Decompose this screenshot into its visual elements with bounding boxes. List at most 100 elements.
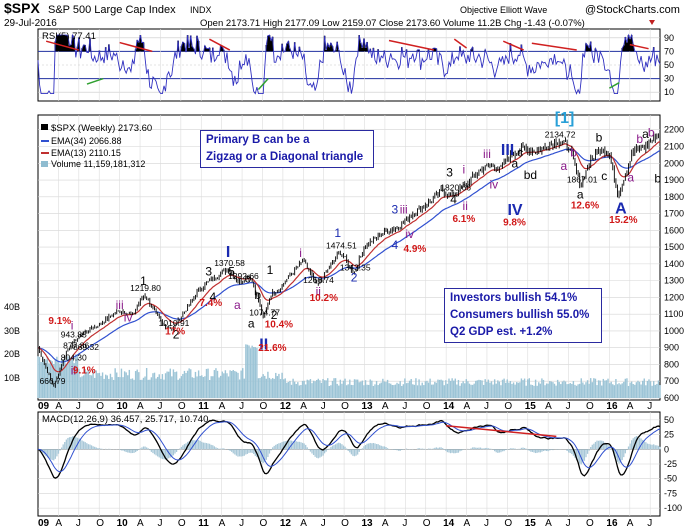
price-label: 2134.72 (545, 130, 576, 140)
x-tick-label: A (300, 518, 307, 529)
x-tick-label: 13 (362, 401, 374, 412)
x-tick-label: A (545, 401, 552, 412)
volume-bar (508, 382, 510, 398)
wave-label: b (648, 125, 655, 139)
wave-label: a (577, 187, 584, 201)
volume-bar (531, 385, 534, 398)
x-tick-label: J (321, 518, 326, 529)
volume-bar (232, 369, 234, 398)
volume-bar (495, 383, 497, 398)
volume-bar (349, 379, 351, 398)
volume-bar (391, 385, 394, 398)
volume-bar (177, 379, 179, 398)
volume-bar (552, 382, 554, 398)
volume-tick-label: 30B (4, 326, 20, 336)
x-tick-label: 10 (117, 518, 129, 529)
volume-bar (246, 344, 249, 398)
macd-tick-label: 25 (664, 430, 674, 440)
volume-bar (207, 368, 209, 398)
volume-bar (390, 383, 392, 398)
volume-bar (106, 375, 108, 398)
volume-bar (141, 379, 143, 398)
volume-bar (517, 382, 519, 398)
volume-tick-label: 20B (4, 349, 20, 359)
rsi-tick-label: 30 (664, 74, 674, 84)
wave-label: I (226, 244, 230, 261)
volume-bar (476, 380, 479, 398)
volume-bar (558, 382, 560, 398)
wave-label: ii (463, 199, 468, 213)
legend-ema13: EMA(13) 2110.15 (51, 148, 121, 158)
macd-tick-label: -50 (664, 474, 677, 484)
wave-label: iv (489, 177, 498, 191)
macd-signal-line (37, 421, 661, 473)
x-tick-label: O (178, 518, 186, 529)
volume-bar (185, 373, 187, 398)
volume-bar (229, 370, 231, 398)
volume-bar (78, 368, 80, 398)
volume-bar (637, 380, 639, 398)
volume-bar (242, 368, 244, 398)
index-name: S&P 500 Large Cap Index (48, 4, 176, 16)
volume-bar (394, 384, 397, 398)
price-label: 1292.66 (228, 271, 259, 281)
volume-bar (215, 368, 217, 398)
rsi-tick-label: 90 (664, 33, 674, 43)
x-tick-label: 11 (198, 401, 209, 412)
ohlc-label: Open 2173.71 High 2177.09 Low 2159.07 Cl… (200, 18, 585, 29)
volume-bar (319, 380, 321, 398)
x-tick-label: J (647, 518, 652, 529)
wave-label: 1 (267, 263, 274, 277)
volume-bar (139, 379, 142, 398)
x-tick-label: J (76, 518, 81, 529)
volume-bar (186, 370, 189, 398)
volume-bar (506, 379, 508, 398)
volume-bar (408, 380, 411, 398)
volume-bar (311, 383, 313, 398)
wave-label: 2 (271, 308, 278, 322)
volume-bar (484, 379, 486, 398)
volume-bar (399, 381, 401, 398)
volume-bar (105, 374, 107, 398)
volume-bar (134, 371, 137, 398)
rsi-divergence-line (209, 38, 231, 51)
volume-bar (575, 385, 578, 398)
price-label: 1820.66 (440, 182, 471, 192)
pct-label: 21.6% (258, 343, 286, 354)
rsi-divergence-line (609, 82, 620, 89)
volume-bar (46, 356, 49, 398)
wave-label: a (642, 127, 649, 141)
x-tick-label: O (423, 518, 431, 529)
volume-bar (388, 383, 390, 398)
volume-bars (37, 344, 661, 398)
volume-bar (93, 377, 96, 398)
volume-bar (560, 384, 562, 398)
volume-bar (180, 376, 182, 398)
x-tick-label: J (157, 401, 162, 412)
wave-label: c (601, 169, 607, 183)
volume-bar (578, 383, 581, 398)
volume-bar (353, 379, 356, 398)
price-label: 1474.51 (326, 240, 357, 250)
volume-bar (199, 375, 201, 398)
volume-bar (287, 381, 290, 398)
rsi-divergence-line (453, 38, 467, 49)
volume-bar (383, 381, 386, 398)
pct-label: 12.6% (571, 201, 599, 212)
wave-label: iii (483, 147, 491, 161)
volume-bar (98, 372, 101, 398)
volume-bar (297, 382, 299, 398)
volume-bar (618, 383, 620, 398)
volume-bar (478, 379, 480, 398)
volume-bar (627, 385, 630, 398)
volume-bar (542, 379, 545, 398)
volume-bar (440, 379, 442, 398)
volume-bar (547, 383, 549, 398)
volume-bar (65, 363, 68, 398)
volume-bar (303, 380, 305, 398)
pct-label: 17% (165, 326, 185, 337)
price-label: 1074.77 (249, 307, 280, 317)
volume-bar (179, 378, 181, 398)
volume-bar (498, 381, 501, 398)
